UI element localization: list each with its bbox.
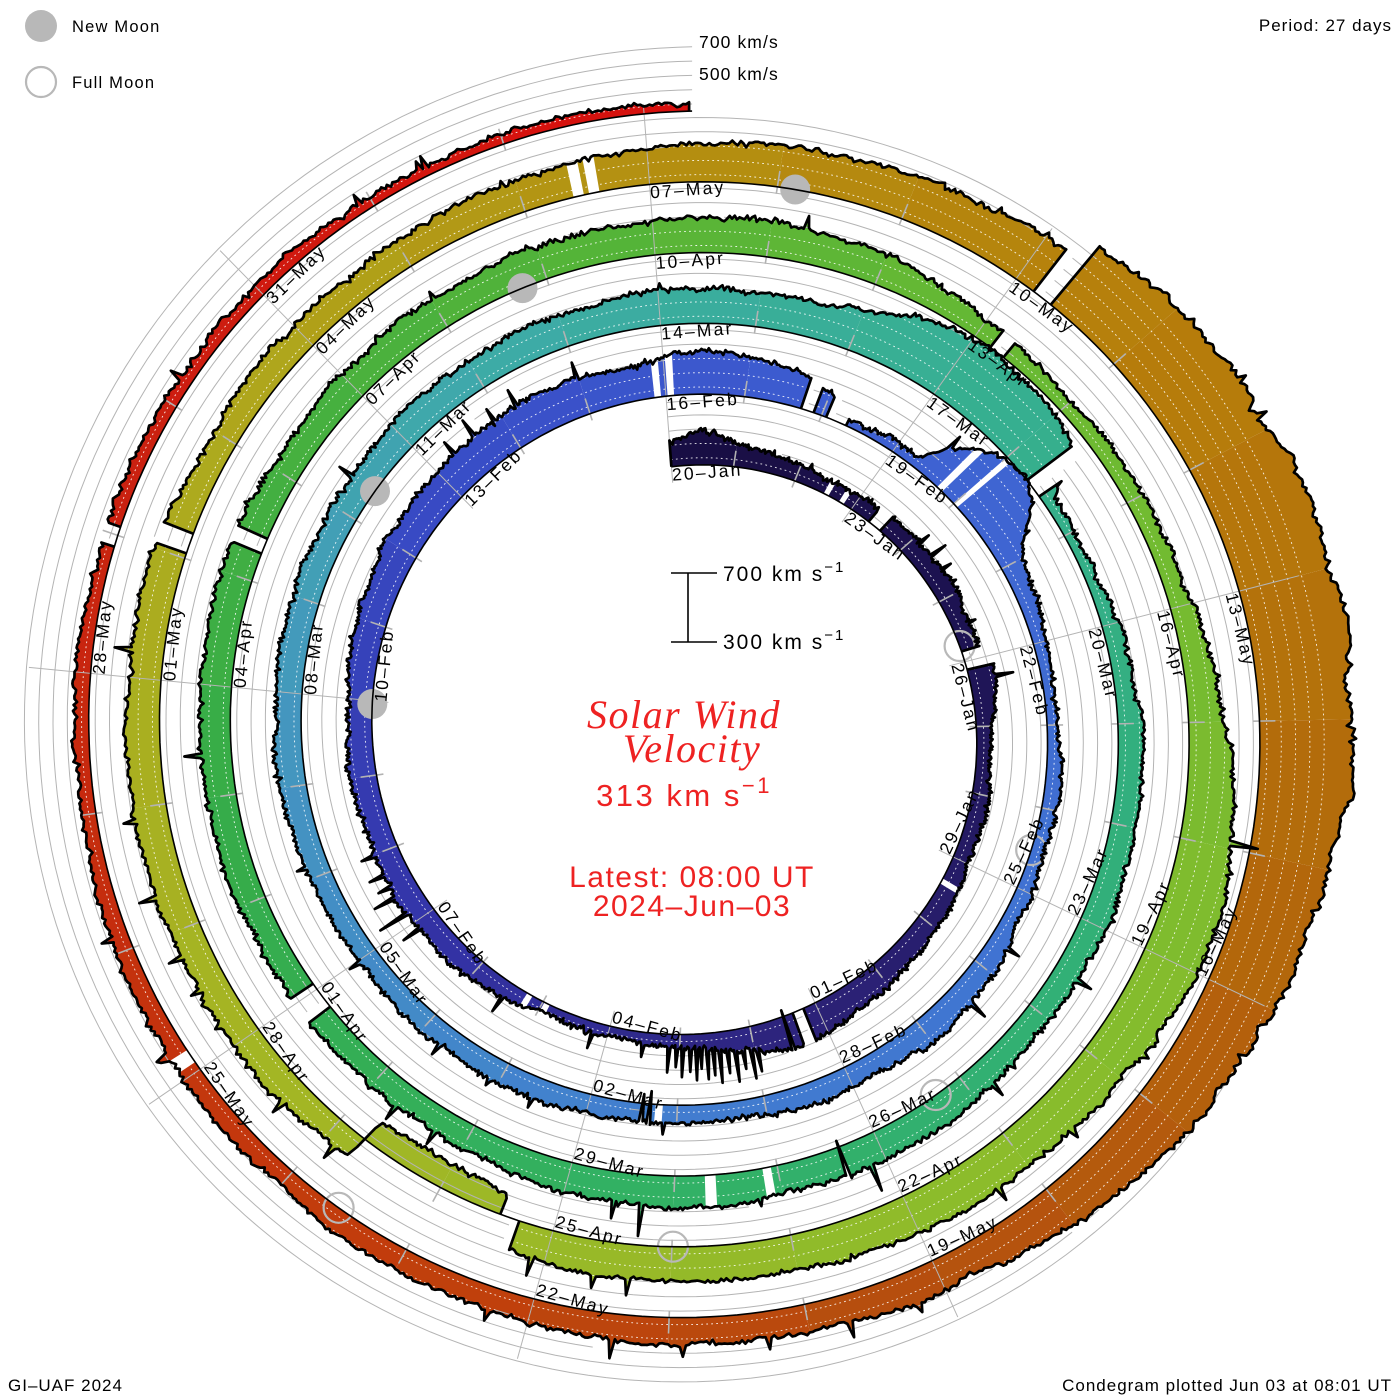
svg-text:500 km/s: 500 km/s xyxy=(699,64,779,84)
svg-text:New Moon: New Moon xyxy=(72,18,160,36)
svg-text:Latest: 08:00 UT: Latest: 08:00 UT xyxy=(569,861,815,894)
svg-text:700 km/s: 700 km/s xyxy=(699,32,779,52)
svg-text:Solar Wind: Solar Wind xyxy=(587,692,781,737)
svg-text:Period: 27 days: Period: 27 days xyxy=(1259,16,1392,35)
svg-text:300 km s−1: 300 km s−1 xyxy=(723,627,845,654)
svg-text:313 km s−1: 313 km s−1 xyxy=(596,773,772,813)
svg-text:Full Moon: Full Moon xyxy=(72,74,155,92)
svg-text:GI–UAF 2024: GI–UAF 2024 xyxy=(8,1376,123,1395)
svg-text:Condegram plotted Jun 03 at 08: Condegram plotted Jun 03 at 08:01 UT xyxy=(1062,1376,1392,1395)
svg-text:700 km s−1: 700 km s−1 xyxy=(723,559,845,586)
svg-text:Velocity: Velocity xyxy=(623,726,762,771)
svg-text:2024–Jun–03: 2024–Jun–03 xyxy=(593,890,791,923)
